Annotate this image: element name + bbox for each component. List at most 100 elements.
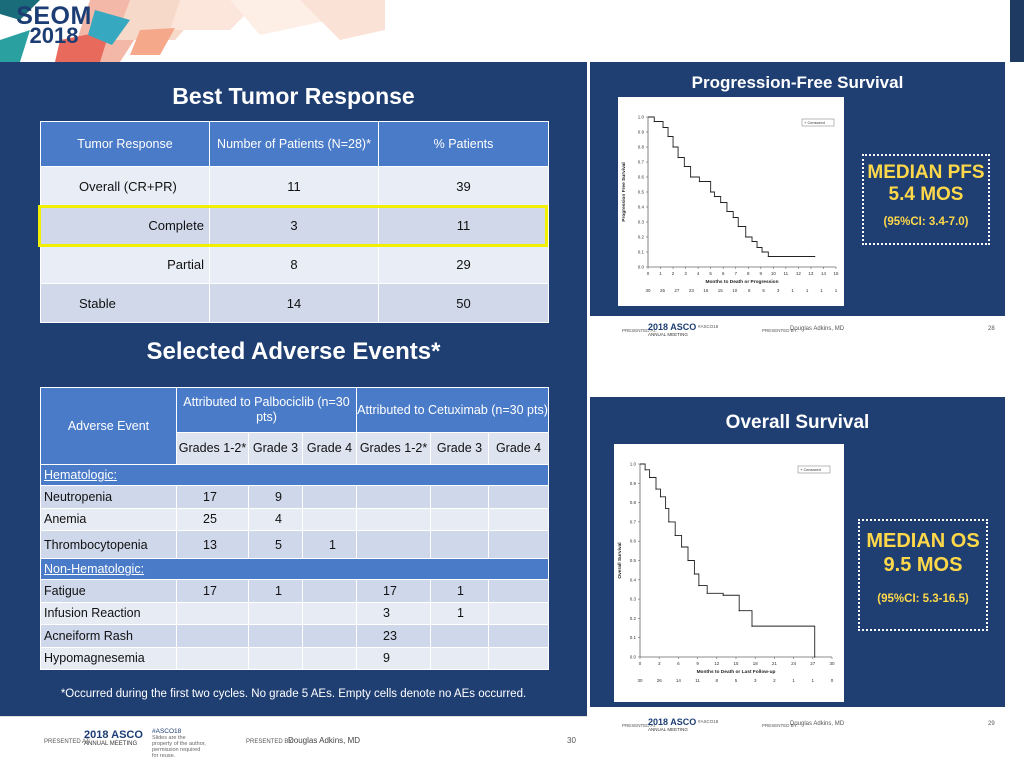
hashtag: #ASCO18 [698, 719, 719, 724]
table-cell: 5 [248, 530, 303, 559]
column-header: Tumor Response [40, 121, 210, 167]
median-pfs-ci: (95%CI: 3.4-7.0) [883, 216, 969, 228]
legend-box [801, 118, 835, 127]
km-step-point [698, 180, 700, 183]
presenter-name: Douglas Adkins, MD [790, 721, 845, 727]
table-cell: 17 [176, 485, 249, 509]
table-cell [356, 485, 432, 509]
km-step-point [677, 156, 679, 159]
y-tick-label: 0.6 [638, 175, 645, 180]
header-strip: SEOM 2018 [0, 0, 1024, 62]
legend-label: + Censored [800, 467, 821, 472]
km-step-point [683, 165, 685, 168]
legend-label: + Censored [804, 120, 825, 125]
km-step-point [720, 201, 722, 204]
table-cell: 13 [176, 530, 249, 559]
km-step-point [751, 625, 753, 627]
hashtag-note: Slides are the property of the author, p… [152, 735, 206, 759]
at-risk-count: 10 [732, 288, 738, 293]
grade-header: Grade 4 [488, 432, 550, 465]
median-os-value: 9.5 MOS [883, 554, 963, 576]
pfs-chart: 0.00.10.20.30.40.50.60.70.80.91.00 1 2 3 4 5 6… [621, 115, 839, 294]
adverse-event-name: Neutropenia [40, 485, 177, 509]
cell-percent: 39 [378, 166, 549, 206]
km-step-point [681, 546, 683, 548]
x-tick-label: 18 [753, 661, 759, 666]
y-tick-label: 0.2 [630, 616, 637, 621]
table-cell [488, 624, 550, 648]
pfs-chart-frame: 0.0 0.1 0.2 0.3 0.4 0.5 0.6 0.7 0.8 0.9 1.0 0 1 2 3 4 5 6… [618, 97, 844, 306]
legend-box [797, 465, 831, 474]
y-tick-label: 0.1 [630, 635, 637, 640]
km-step-point [713, 195, 716, 198]
presented-at-label: PRESENTED AT: [622, 723, 657, 728]
median-pfs-box: MEDIAN PFS 5.4 MOS (95%CI: 3.4-7.0) [862, 154, 990, 245]
cell-percent: 11 [378, 205, 549, 245]
at-risk-count: 1 [835, 288, 838, 293]
table-row: Infusion Reaction 3 1 [40, 601, 550, 625]
presenter-name: Douglas Adkins, MD [288, 736, 361, 745]
y-tick-label: 0.2 [638, 235, 645, 240]
tumor-response-title: Best Tumor Response [172, 83, 415, 109]
at-risk-count: 26 [657, 678, 663, 683]
os-slide: Overall Survival 0.0 0.1 0.2 0.3 0.4 0.5 0.6 0.… [590, 397, 1005, 707]
column-header: % Patients [378, 121, 549, 167]
table-cell [430, 530, 490, 559]
grade-header: Grade 3 [248, 432, 303, 465]
presenter-name: Douglas Adkins, MD [790, 326, 845, 332]
table-row: Fatigue 17 1 17 1 [40, 579, 550, 603]
asco-logo: 2018 ASCO ANNUAL MEETING [648, 322, 696, 337]
x-axis-label: Months to Death or Progression [705, 279, 778, 285]
left-slide-footer: PRESENTED AT: 2018 ASCO ANNUAL MEETING #… [0, 716, 587, 760]
pfs-slide: Progression-Free Survival 0.0 0.1 0.2 0.3 0.… [590, 62, 1005, 316]
table-cell [301, 601, 358, 625]
grade-header: Grade 3 [430, 432, 490, 465]
y-tick-label: 0.8 [630, 500, 637, 505]
at-risk-count: 1 [812, 678, 815, 683]
presented-by-label: PRESENTED BY: [762, 723, 798, 728]
cell-count: 8 [209, 244, 379, 284]
table-cell [488, 646, 550, 670]
table-cell: 3 [356, 601, 432, 625]
table-cell: 1 [430, 579, 490, 603]
table-cell [356, 530, 432, 559]
adverse-event-name: Hypomagnesemia [40, 646, 177, 670]
table-cell: 9 [248, 485, 303, 509]
table-cell: 17 [356, 579, 432, 603]
adverse-event-name: Thrombocytopenia [40, 530, 177, 559]
column-header: Adverse Event [40, 387, 177, 465]
decorative-logo-art [0, 0, 385, 62]
row-label: Complete [40, 205, 210, 245]
section-label: Non-Hematologic: [39, 558, 550, 580]
km-step-point [722, 594, 724, 596]
km-step-point [653, 120, 655, 123]
hashtag: #ASCO18 [698, 324, 719, 329]
km-step-point [698, 584, 700, 587]
km-step-point [662, 126, 664, 129]
km-step-point [814, 656, 816, 658]
at-risk-count: 11 [695, 678, 700, 683]
x-tick-label: 15 [833, 271, 839, 276]
x-tick-label: 4 [697, 271, 700, 276]
km-step-point [659, 496, 662, 498]
table-row: Stable 14 50 [40, 283, 549, 323]
os-slide-footer: PRESENTED AT: 2018 ASCO ANNUAL MEETING #… [590, 707, 1005, 747]
median-os-label: MEDIAN OS [866, 530, 980, 552]
presented-at-label: PRESENTED AT: [44, 739, 91, 745]
y-tick-label: 1.0 [630, 462, 637, 467]
table-cell: 25 [176, 507, 249, 531]
km-step-point [726, 210, 728, 213]
x-tick-label: 14 [821, 271, 827, 276]
cell-count: 3 [209, 205, 379, 245]
cell-percent: 50 [378, 283, 549, 323]
x-tick-label: 9 [696, 661, 699, 666]
table-cell [301, 624, 358, 648]
at-risk-count: 26 [660, 288, 666, 293]
median-os-ci: (95%CI: 5.3-16.5) [877, 593, 969, 605]
x-tick-label: 5 [709, 271, 712, 276]
y-tick-label: 0.7 [630, 519, 637, 524]
x-tick-label: 12 [714, 661, 720, 666]
km-survival-curve [640, 463, 816, 657]
table-row: Hypomagnesemia 9 [40, 646, 550, 670]
x-tick-label: 12 [796, 271, 802, 276]
